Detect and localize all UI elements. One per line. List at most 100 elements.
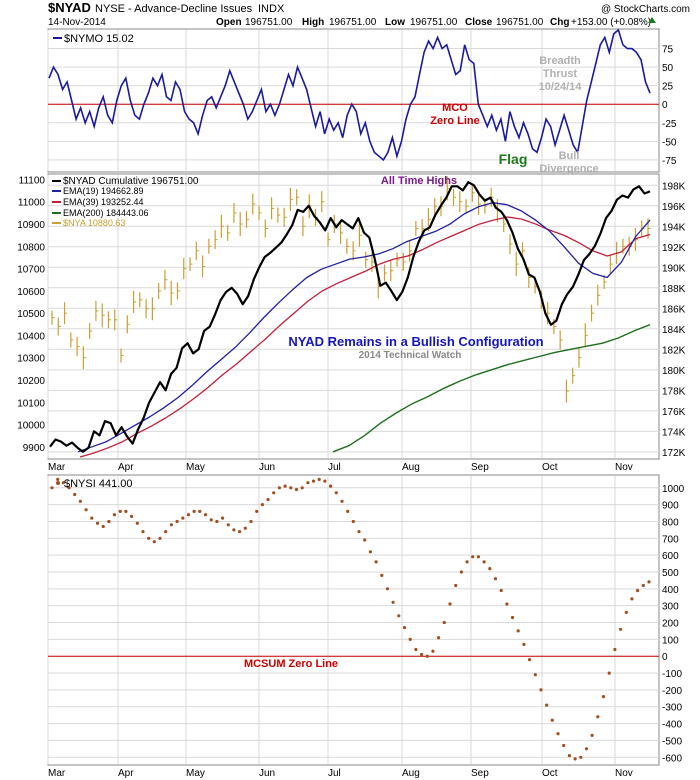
nysi-point: [476, 555, 480, 559]
nysi-point: [607, 671, 611, 675]
nysi-y-tick-label: 400: [662, 585, 679, 596]
breadth-thrust-annotation: Breadth Thrust 10/24/14: [539, 55, 583, 93]
x-tick-label-mid: Apr: [118, 462, 134, 473]
x-tick-label-mid: Oct: [542, 462, 558, 473]
nysi-point: [374, 560, 378, 564]
nysi-point: [414, 647, 418, 652]
nymo-y-tick-label: -75: [662, 156, 677, 167]
nysi-point: [243, 526, 247, 530]
nysi-point: [556, 732, 560, 736]
nya-legend-label: $NYA 10880.63: [63, 218, 125, 228]
all-time-highs-annotation: All Time Highs: [381, 175, 457, 187]
nyad-legend: $NYAD Cumulative 196751.00 EMA(19) 19466…: [52, 176, 199, 228]
header-open-value: 196751.00: [245, 17, 293, 28]
x-tick-label-bot: Sep: [471, 768, 489, 779]
nysi-point: [562, 743, 566, 748]
technical-watch-annotation: 2014 Technical Watch: [359, 350, 462, 361]
nya-left-tick-label: 10700: [17, 265, 45, 276]
nysi-point: [630, 597, 634, 601]
nysi-point: [118, 509, 122, 513]
nyad-right-tick-label: 172K: [662, 448, 686, 459]
x-tick-label-mid: Aug: [402, 462, 420, 473]
nysi-point: [158, 536, 162, 540]
nysi-y-tick-label: 800: [662, 517, 679, 528]
nysi-point: [152, 540, 156, 544]
nya-left-tick-label: 10200: [17, 376, 45, 387]
nysi-point: [255, 509, 259, 513]
header-date: 14-Nov-2014: [48, 17, 106, 28]
x-tick-label-bot: Jul: [328, 768, 341, 779]
nysi-point: [601, 695, 606, 699]
nyad-right-tick-label: 176K: [662, 407, 686, 418]
nysi-point: [425, 654, 429, 658]
nysi-point: [67, 486, 71, 490]
nymo-y-tick-label: 50: [662, 63, 674, 74]
nysi-point: [437, 636, 441, 640]
mco-zero-line-annotation: MCO Zero Line: [430, 102, 480, 127]
nysi-point: [260, 503, 264, 507]
nysi-y-tick-label: -400: [662, 720, 682, 731]
nymo-y-tick-label: 0: [662, 100, 668, 111]
nysi-point: [385, 587, 390, 591]
nysi-point: [408, 637, 412, 642]
nysi-point: [221, 516, 225, 520]
x-tick-label-bot: Aug: [402, 768, 420, 779]
header-description: NYSE - Advance-Decline Issues: [95, 3, 253, 15]
nyad-bullish-annotation: NYAD Remains in a Bullish Configuration: [288, 334, 543, 349]
nysi-point: [249, 519, 253, 524]
nysi-point: [584, 747, 589, 751]
nya-left-tick-label: 10500: [17, 309, 45, 320]
header-close-label: Close: [465, 17, 493, 28]
nyad-right-tick-label: 192K: [662, 243, 686, 254]
x-tick-label-bot: Jun: [259, 768, 275, 779]
ema19-legend-label: EMA(19) 194662.89: [63, 186, 144, 196]
nysi-point: [95, 521, 100, 525]
nya-left-tick-label: 10900: [17, 220, 45, 231]
nya-left-tick-label: 9900: [23, 443, 46, 454]
nysi-point: [300, 486, 304, 490]
x-tick-label-mid: Jul: [328, 462, 341, 473]
nysi-point: [454, 583, 458, 588]
nysi-point: [573, 757, 577, 761]
nysi-y-tick-label: 500: [662, 568, 679, 579]
x-tick-label-bot: Apr: [118, 768, 134, 779]
nysi-y-tick-label: 0: [662, 652, 668, 663]
header-watermark: @ StockCharts.com: [601, 4, 690, 15]
nysi-point: [340, 499, 344, 503]
nysi-point: [380, 573, 384, 578]
nysi-point: [482, 560, 486, 564]
nysi-point: [545, 703, 549, 707]
x-tick-label-bot: May: [186, 768, 205, 779]
flag-annotation: Flag: [499, 151, 528, 167]
nysi-point: [78, 499, 82, 503]
annotations: MCO Zero Line Breadth Thrust 10/24/14 Flag …: [244, 55, 599, 670]
nysi-point: [533, 673, 537, 677]
nya-left-tick-label: 10400: [17, 331, 45, 342]
nysi-y-tick-label: -300: [662, 703, 682, 714]
nysi-point: [238, 530, 242, 534]
nya-left-tick-label: 10100: [17, 398, 45, 409]
nysi-point: [459, 570, 463, 574]
nysi-point: [516, 629, 520, 633]
header-high-label: High: [302, 17, 324, 28]
nysi-y-tick-label: -600: [662, 753, 682, 764]
nysi-point: [283, 484, 287, 488]
ema200-legend-label: EMA(200) 184443.06: [63, 208, 149, 218]
nysi-point: [590, 733, 594, 738]
nysi-point: [61, 481, 65, 485]
nysi-point: [311, 479, 316, 483]
nysi-point: [147, 536, 151, 540]
nysi-legend-swatch: [56, 481, 60, 485]
nymo-line: [48, 28, 651, 162]
nysi-point: [175, 519, 179, 524]
nysi-point: [101, 524, 105, 529]
nyad-right-tick-label: 198K: [662, 181, 686, 192]
header-low-value: 196751.00: [410, 17, 458, 28]
nysi-point: [73, 492, 77, 497]
header-open-label: Open: [216, 17, 242, 28]
nysi-point: [334, 491, 338, 495]
nysi-y-tick-label: 1000: [662, 484, 685, 495]
nysi-point: [420, 652, 424, 657]
nysi-point: [528, 658, 532, 662]
